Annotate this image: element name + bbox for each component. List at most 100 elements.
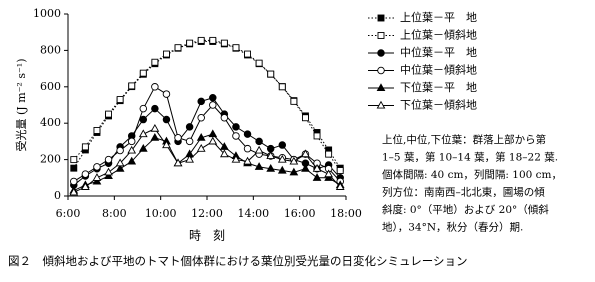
y-tick-label: 1000 <box>33 7 61 20</box>
marker <box>254 145 264 154</box>
marker <box>196 143 206 152</box>
note-line: 斜度: 0°（平地）および 20°（傾斜 <box>382 203 549 216</box>
note-line: 地），34°N，秋分（春分）期. <box>382 221 523 234</box>
marker <box>116 96 124 103</box>
note-line: 列方位：南南西–北北東，圃場の傾 <box>382 186 545 199</box>
legend-label: 下位葉－傾斜地 <box>400 98 477 112</box>
x-tick-label: 10:00 <box>145 207 177 220</box>
marker <box>186 39 194 47</box>
marker <box>173 158 183 167</box>
marker <box>209 36 217 44</box>
marker <box>244 50 251 58</box>
marker <box>277 165 287 174</box>
series-line <box>73 86 341 182</box>
marker <box>116 146 124 155</box>
marker <box>278 83 286 91</box>
marker <box>255 59 263 67</box>
marker <box>232 132 240 140</box>
marker <box>301 149 310 158</box>
marker <box>70 164 78 172</box>
marker <box>209 101 217 109</box>
legend-marker <box>377 66 385 75</box>
marker <box>139 69 147 77</box>
x-tick-label: 18:00 <box>330 207 362 220</box>
marker <box>174 134 182 142</box>
marker <box>151 58 159 66</box>
legend-marker <box>376 83 386 92</box>
marker <box>336 167 344 174</box>
series-line <box>73 133 341 191</box>
x-tick-label: 14:00 <box>237 207 269 220</box>
marker <box>266 144 275 153</box>
marker <box>197 97 205 106</box>
y-tick-label: 0 <box>54 189 61 202</box>
series-line <box>73 39 341 171</box>
marker <box>220 149 229 158</box>
legend-label: 中位葉－傾斜地 <box>400 63 477 77</box>
caption: 図２ 傾斜地および平地のトマト個体群における葉位別受光量の日変化シミュレーション <box>8 254 468 268</box>
marker <box>93 163 101 171</box>
marker <box>162 140 171 149</box>
marker <box>220 39 228 47</box>
marker <box>290 97 298 105</box>
y-tick-label: 600 <box>40 80 61 93</box>
marker <box>208 129 218 138</box>
marker <box>254 162 264 170</box>
marker <box>70 177 78 186</box>
marker <box>278 141 287 149</box>
marker <box>243 156 252 165</box>
marker <box>115 158 125 167</box>
legend-marker <box>377 14 385 22</box>
marker <box>185 123 194 131</box>
y-tick-label: 400 <box>40 116 61 129</box>
marker <box>209 93 217 102</box>
marker <box>81 143 89 151</box>
x-tick-label: 16:00 <box>284 207 316 220</box>
x-tick-label: 6:00 <box>56 207 81 220</box>
legend-label: 下位葉－平 地 <box>400 80 477 94</box>
series-line <box>73 40 341 169</box>
marker <box>81 182 90 190</box>
marker <box>139 104 148 113</box>
note-line: 1–5 葉，第 10–14 葉，第 18–22 葉. <box>382 151 558 164</box>
marker <box>138 129 148 138</box>
marker <box>150 123 160 132</box>
marker <box>232 44 240 52</box>
marker <box>163 50 170 58</box>
marker <box>151 83 159 91</box>
x-tick-label: 12:00 <box>191 207 223 220</box>
legend-marker <box>376 100 386 109</box>
marker <box>128 82 136 90</box>
marker <box>312 163 322 172</box>
marker <box>70 156 78 164</box>
marker <box>335 182 345 190</box>
marker <box>104 155 113 164</box>
marker <box>162 115 171 124</box>
marker <box>277 154 287 163</box>
legend-label: 上位葉－平 地 <box>400 10 477 24</box>
marker <box>266 163 276 172</box>
note-line: 上位,中位,下位葉：群落上部から第 <box>382 133 546 146</box>
marker <box>197 113 205 122</box>
marker <box>220 113 229 122</box>
marker <box>266 151 276 160</box>
legend-label: 上位葉－傾斜地 <box>400 28 477 42</box>
marker <box>138 143 148 152</box>
marker <box>92 173 102 181</box>
legend-label: 中位葉－平 地 <box>400 45 477 59</box>
marker <box>231 154 241 163</box>
marker <box>289 167 299 176</box>
x-axis-title: 時 刻 <box>189 229 225 243</box>
marker <box>127 145 137 154</box>
x-tick-label: 8:00 <box>102 207 127 220</box>
marker <box>150 133 160 141</box>
note-line: 個体間隔: 40 cm，列間隔: 100 cm， <box>382 168 562 181</box>
marker <box>312 173 322 181</box>
marker <box>267 70 275 78</box>
marker <box>185 154 194 163</box>
marker <box>208 136 218 145</box>
marker <box>325 150 333 158</box>
marker <box>232 123 240 131</box>
y-axis-title: 受光量 (J m⁻² s⁻¹) <box>14 59 28 152</box>
y-tick-label: 800 <box>40 43 61 56</box>
